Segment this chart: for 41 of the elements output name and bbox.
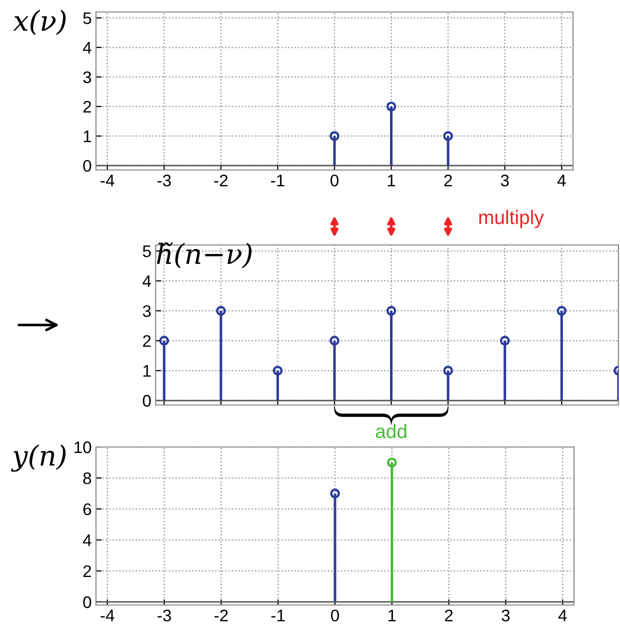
y-tick-label: 0 xyxy=(83,596,92,608)
y-tick-label: 3 xyxy=(83,71,92,84)
y-axis-title: y(n) xyxy=(11,444,66,472)
x-tick-label: -4 xyxy=(100,174,114,186)
y-tick-label: 4 xyxy=(82,42,92,54)
x-tick-label: 4 xyxy=(557,174,566,186)
x-tick-label: 2 xyxy=(445,610,453,622)
y-tick-label: 8 xyxy=(83,472,92,484)
y-tick-label: 2 xyxy=(143,335,151,347)
y-tick-label: 4 xyxy=(82,534,92,546)
y-tick-label: 1 xyxy=(84,130,92,142)
y-tick-label: 4 xyxy=(142,275,151,287)
y-tick-label: 10 xyxy=(74,441,92,454)
y-tick-label: 6 xyxy=(83,503,92,516)
y-axis-title: h̃(n−ν) xyxy=(156,242,252,268)
x-tick-label: -2 xyxy=(214,174,228,186)
x-tick-label: 0 xyxy=(330,174,338,186)
x-tick-label: 1 xyxy=(388,174,396,186)
y-tick-label: 5 xyxy=(83,12,92,24)
x-tick-label: -3 xyxy=(157,174,171,186)
x-tick-label: 2 xyxy=(444,174,452,186)
y-tick-label: 0 xyxy=(83,160,92,172)
x-tick-label: -1 xyxy=(271,174,284,186)
y-tick-label: 2 xyxy=(83,100,91,113)
y-tick-label: 1 xyxy=(143,365,151,377)
x-tick-label: -4 xyxy=(100,610,114,622)
y-axis-title: x(ν) xyxy=(13,10,66,36)
x-tick-label: -1 xyxy=(271,610,285,622)
y-tick-label: 0 xyxy=(142,394,151,407)
y-tick-label: 2 xyxy=(83,565,91,577)
x-tick-label: 3 xyxy=(500,174,509,186)
text: multiply xyxy=(479,210,544,228)
y-tick-label: 3 xyxy=(142,305,151,317)
y-tick-label: 5 xyxy=(142,246,151,258)
x-tick-label: 1 xyxy=(388,610,396,622)
x-tick-label: 0 xyxy=(331,610,339,622)
x-tick-label: 3 xyxy=(502,610,510,622)
x-tick-label: 4 xyxy=(558,610,567,622)
x-tick-label: -2 xyxy=(214,610,228,622)
text: add xyxy=(376,424,406,438)
x-tick-label: -3 xyxy=(158,610,171,622)
